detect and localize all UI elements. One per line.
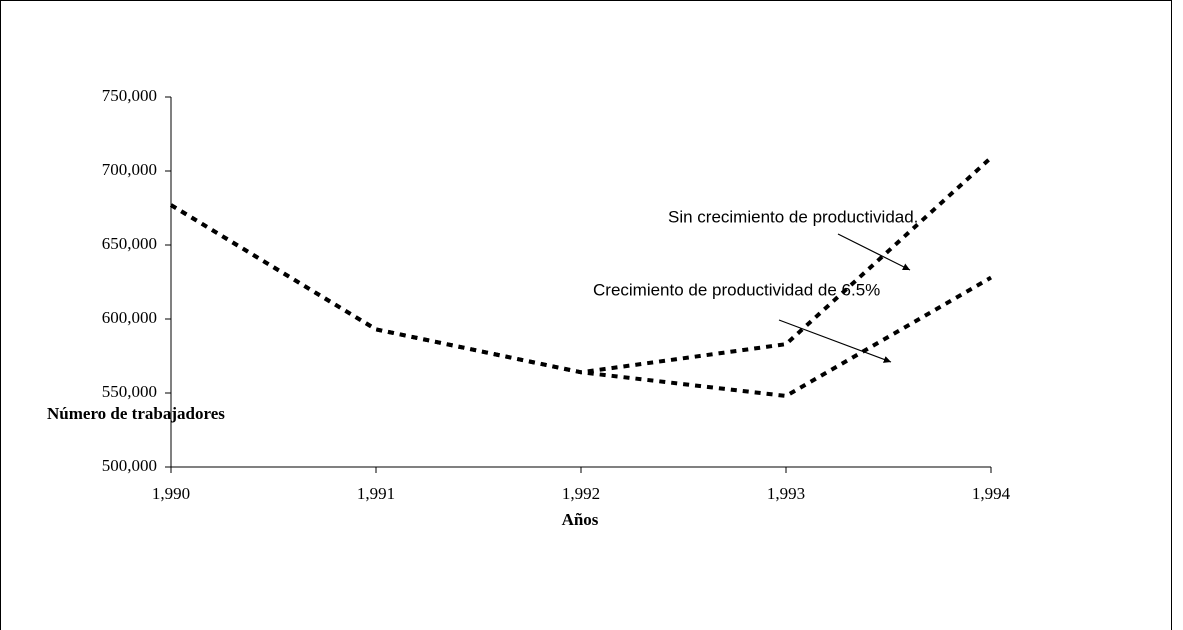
y-tick-label: 600,000: [102, 308, 157, 327]
series-label: Crecimiento de productividad de 6.5%: [593, 280, 880, 299]
y-tick-label: 550,000: [102, 382, 157, 401]
y-tick-label: 700,000: [102, 160, 157, 179]
y-tick-label: 750,000: [102, 86, 157, 105]
y-axis-label: Número de trabajadores: [47, 404, 225, 423]
annotation-arrow: [837, 233, 911, 271]
x-tick-label: 1,993: [767, 484, 805, 503]
y-tick-label: 650,000: [102, 234, 157, 253]
x-tick-label: 1,990: [152, 484, 190, 503]
series-line: [169, 203, 993, 399]
series-label: Sin crecimiento de productividad.: [668, 207, 918, 226]
x-tick-label: 1,991: [357, 484, 395, 503]
annotation-arrow: [778, 319, 892, 363]
series-line: [169, 156, 993, 375]
x-tick-label: 1,994: [972, 484, 1011, 503]
x-tick-label: 1,992: [562, 484, 600, 503]
y-tick-label: 500,000: [102, 456, 157, 475]
x-axis-label: Años: [562, 510, 599, 529]
